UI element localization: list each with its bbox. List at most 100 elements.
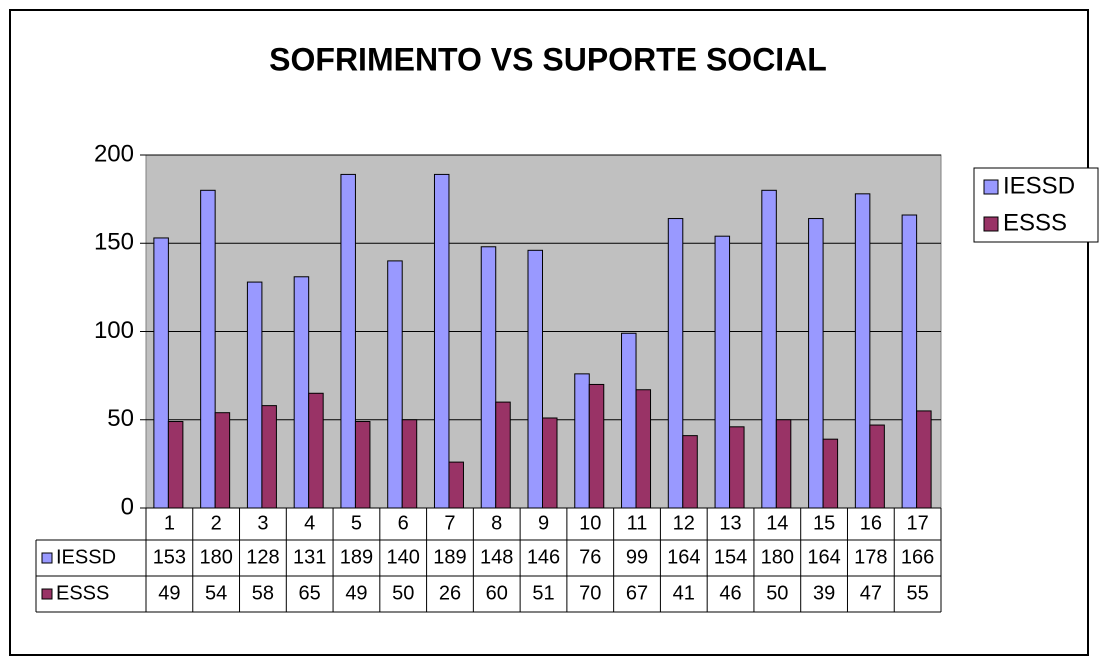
x-tick-label: 14: [766, 512, 788, 534]
table-value: 154: [714, 546, 747, 568]
bar: [308, 392, 324, 509]
bar: [153, 237, 169, 509]
table-value: 47: [860, 582, 882, 604]
bar: [714, 235, 731, 509]
bar: [527, 249, 543, 509]
bar: [775, 419, 792, 509]
table-legend-key: [41, 588, 53, 600]
table-value: 148: [480, 546, 513, 568]
x-tick-label: 1: [164, 512, 175, 534]
bar: [433, 173, 450, 509]
bar: [635, 389, 652, 509]
x-tick-label: 5: [351, 512, 362, 534]
table-value: 46: [719, 582, 741, 604]
x-tick-label: 2: [211, 512, 222, 534]
table-value: 50: [392, 582, 414, 604]
bar: [574, 373, 590, 509]
table-value: 49: [158, 582, 180, 604]
x-tick-label: 11: [627, 512, 648, 534]
bar: [621, 332, 637, 509]
x-tick-label: 17: [906, 512, 928, 534]
table-row-header: ESSS: [56, 582, 109, 604]
table-row-header: IESSD: [56, 546, 116, 568]
table-value: 164: [667, 546, 700, 568]
bar: [354, 421, 371, 509]
table-value: 65: [299, 582, 321, 604]
bar: [869, 424, 885, 509]
table-value: 51: [532, 582, 554, 604]
table-value: 164: [807, 546, 840, 568]
bar: [901, 214, 918, 509]
y-tick-label: 200: [94, 140, 134, 167]
table-value: 180: [761, 546, 794, 568]
bar: [854, 193, 871, 509]
table-value: 178: [854, 546, 887, 568]
bar: [495, 401, 511, 509]
y-tick-label: 150: [94, 229, 134, 256]
bar: [387, 260, 403, 509]
x-tick-label: 8: [491, 512, 502, 534]
table-value: 189: [433, 546, 466, 568]
bar: [761, 189, 777, 509]
table-value: 153: [153, 546, 186, 568]
legend-key: [983, 179, 999, 195]
x-tick-label: 9: [538, 512, 549, 534]
table-value: 41: [673, 582, 695, 604]
x-tick-label: 10: [579, 512, 601, 534]
table-value: 131: [293, 546, 326, 568]
table-value: 128: [246, 546, 279, 568]
table-value: 54: [205, 582, 227, 604]
table-value: 58: [252, 582, 274, 604]
bar: [542, 417, 558, 509]
chart-title: SOFRIMENTO VS SUPORTE SOCIAL: [269, 41, 827, 77]
table-value: 55: [906, 582, 928, 604]
x-tick-label: 15: [813, 512, 835, 534]
bar: [808, 218, 824, 509]
x-tick-label: 3: [257, 512, 268, 534]
table-value: 146: [527, 546, 560, 568]
table-value: 70: [579, 582, 601, 604]
table-value: 99: [626, 546, 648, 568]
bar: [729, 426, 745, 509]
table-value: 50: [766, 582, 788, 604]
table-value: 189: [340, 546, 373, 568]
table-value: 39: [813, 582, 835, 604]
bar: [822, 438, 839, 509]
table-value: 140: [387, 546, 420, 568]
x-tick-label: 13: [719, 512, 741, 534]
bar: [340, 173, 356, 509]
x-tick-label: 12: [673, 512, 695, 534]
bar: [200, 189, 216, 509]
bar: [480, 246, 497, 509]
bar: [401, 419, 418, 509]
table-value: 60: [486, 582, 508, 604]
bar: [667, 218, 684, 509]
x-tick-label: 4: [304, 512, 315, 534]
table-value: 49: [345, 582, 367, 604]
table-legend-key: [41, 552, 53, 564]
x-tick-label: 7: [444, 512, 455, 534]
x-tick-label: 16: [860, 512, 882, 534]
legend-label: ESSS: [1003, 209, 1067, 236]
bar: [167, 421, 184, 509]
x-tick-label: 6: [398, 512, 409, 534]
y-tick-label: 50: [107, 405, 134, 432]
bar: [261, 405, 277, 509]
table-value: 67: [626, 582, 648, 604]
bar: [916, 410, 932, 509]
bar: [214, 412, 231, 509]
y-tick-label: 0: [121, 493, 134, 520]
bar: [448, 461, 464, 509]
legend-label: IESSD: [1003, 172, 1075, 199]
legend-key: [983, 216, 999, 232]
table-value: 76: [579, 546, 601, 568]
table-value: 166: [901, 546, 934, 568]
bar: [682, 435, 698, 509]
y-tick-label: 100: [94, 317, 134, 344]
table-value: 26: [439, 582, 461, 604]
bar: [588, 383, 605, 509]
bar: [246, 281, 263, 509]
bar: [293, 276, 310, 509]
table-value: 180: [199, 546, 232, 568]
